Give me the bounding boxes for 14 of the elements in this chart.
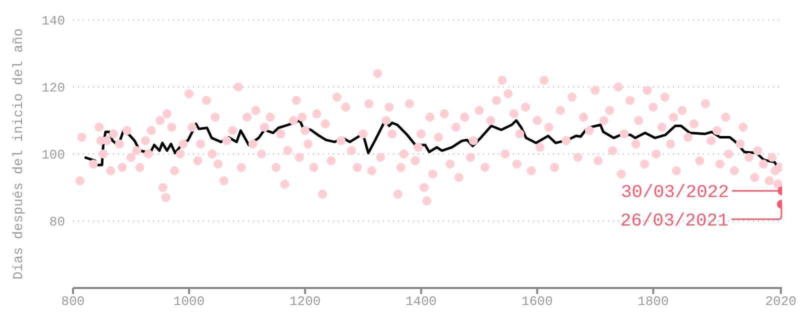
x-tick-label: 800: [61, 294, 85, 310]
y-axis-title: Días después del inicio del año: [12, 28, 27, 280]
y-tick-label: 140: [42, 14, 65, 29]
x-tick-label: 1400: [406, 294, 437, 310]
x-tick-label: 1200: [289, 294, 321, 310]
x-tick-label: 2020: [765, 294, 796, 310]
y-tick-label: 80: [49, 214, 65, 230]
y-tick-label: 120: [42, 80, 65, 96]
x-tick-label: 1800: [638, 294, 669, 310]
annotation: 26/03/2021: [620, 211, 728, 232]
x-tick-label: 1000: [173, 294, 205, 310]
y-tick-label: 100: [42, 148, 65, 163]
x-tick-label: 1600: [522, 294, 553, 310]
annotation: 30/03/2022: [620, 182, 729, 203]
